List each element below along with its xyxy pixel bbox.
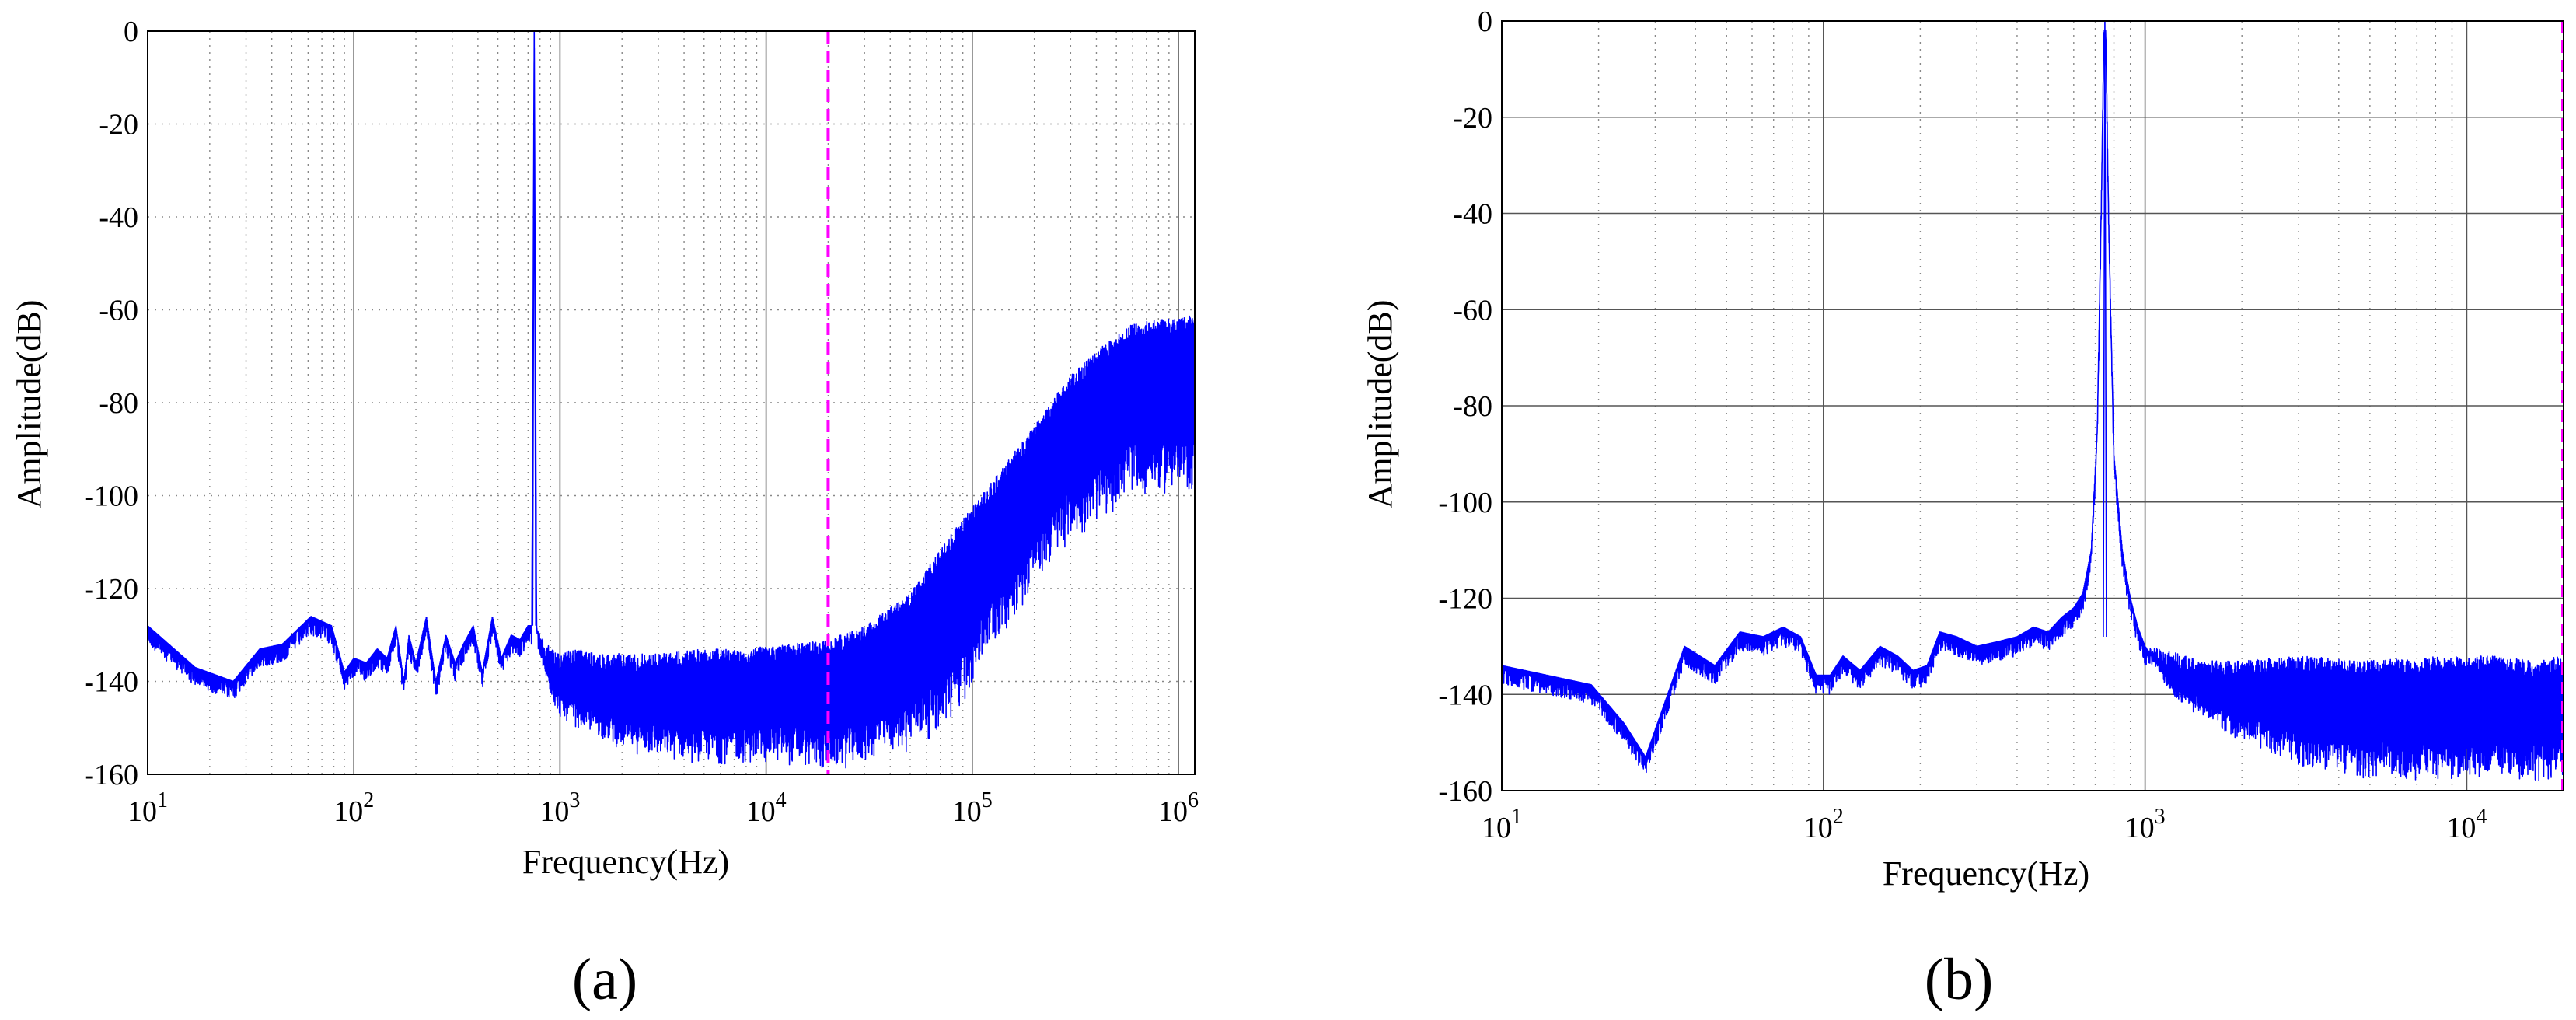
chart-a-frame [147, 30, 1196, 775]
y-tick-label: -20 [99, 109, 138, 141]
x-tick-label: 102 [333, 788, 374, 828]
chart-b-x-ticks: 101 102 103 104 [1482, 805, 2487, 844]
y-tick-label: -80 [1453, 390, 1492, 423]
y-tick-label: -160 [84, 759, 138, 791]
y-tick-label: -80 [99, 387, 138, 420]
caption-a: (a) [572, 947, 637, 1012]
chart-b-ylabel: Amplitude(dB) [1361, 300, 1399, 509]
chart-a-xlabel: Frequency(Hz) [522, 843, 729, 881]
y-tick-label: -100 [1438, 487, 1492, 519]
y-tick-label: -40 [99, 201, 138, 234]
y-tick-label: -160 [1438, 775, 1492, 808]
chart-a-ylabel: Amplitude(dB) [10, 300, 48, 509]
y-tick-label: -120 [84, 573, 138, 606]
x-tick-label: 101 [127, 788, 168, 828]
y-tick-label: 0 [1478, 5, 1492, 38]
x-tick-label: 104 [746, 788, 787, 828]
y-tick-label: -140 [1438, 679, 1492, 711]
chart-a-y-ticks: 0 -20 -40 -60 -80 -100 -120 -140 -160 [84, 16, 138, 791]
chart-b: 101 102 103 104 0 -20 -40 -60 -80 -100 -120 -140 -1… [1361, 5, 2564, 1012]
y-tick-label: 0 [124, 16, 138, 48]
chart-b-xlabel: Frequency(Hz) [1883, 854, 2089, 892]
chart-a-grid [147, 30, 1195, 775]
x-tick-label: 103 [539, 788, 580, 828]
x-tick-label: 103 [2125, 805, 2166, 844]
chart-b-frame [1501, 20, 2564, 791]
x-tick-label: 105 [952, 788, 993, 828]
y-tick-label: -120 [1438, 583, 1492, 616]
y-tick-label: -60 [99, 295, 138, 327]
chart-a-x-ticks: 101 102 103 104 105 106 [127, 788, 1199, 828]
chart-a: 101 102 103 104 105 106 0 -20 -40 -60 -80 -100 -120… [10, 16, 1199, 1012]
y-tick-label: -60 [1453, 294, 1492, 327]
y-tick-label: -20 [1453, 102, 1492, 134]
y-tick-label: -100 [84, 480, 138, 513]
caption-b: (b) [1925, 947, 1994, 1012]
y-tick-label: -40 [1453, 198, 1492, 231]
y-tick-label: -140 [84, 666, 138, 699]
x-tick-label: 102 [1803, 805, 1844, 844]
chart-b-y-ticks: 0 -20 -40 -60 -80 -100 -120 -140 -160 [1438, 5, 1492, 808]
x-tick-label: 106 [1158, 788, 1199, 828]
x-tick-label: 104 [2446, 805, 2487, 844]
x-tick-label: 101 [1482, 805, 1522, 844]
